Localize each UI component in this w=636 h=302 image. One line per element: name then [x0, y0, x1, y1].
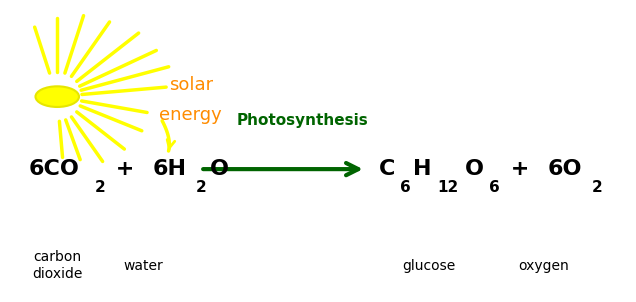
Text: 6H: 6H: [152, 159, 186, 179]
Text: glucose: glucose: [403, 259, 456, 273]
Text: energy: energy: [160, 106, 222, 124]
Text: 2: 2: [591, 180, 602, 195]
Text: 6O: 6O: [547, 159, 582, 179]
Text: O: O: [465, 159, 484, 179]
Text: 6: 6: [399, 180, 410, 195]
Text: 12: 12: [438, 180, 459, 195]
Text: water: water: [123, 259, 163, 273]
Text: 6: 6: [489, 180, 500, 195]
Text: 2: 2: [196, 180, 207, 195]
Text: +: +: [108, 159, 142, 179]
Text: O: O: [210, 159, 229, 179]
Text: H: H: [413, 159, 432, 179]
Text: C: C: [378, 159, 395, 179]
Text: oxygen: oxygen: [518, 259, 569, 273]
Text: carbon
dioxide: carbon dioxide: [32, 250, 83, 281]
Text: 6CO: 6CO: [29, 159, 80, 179]
Text: 2: 2: [94, 180, 105, 195]
Text: solar: solar: [169, 76, 213, 94]
Circle shape: [36, 86, 79, 107]
Text: Photosynthesis: Photosynthesis: [236, 113, 368, 128]
Text: +: +: [503, 159, 537, 179]
